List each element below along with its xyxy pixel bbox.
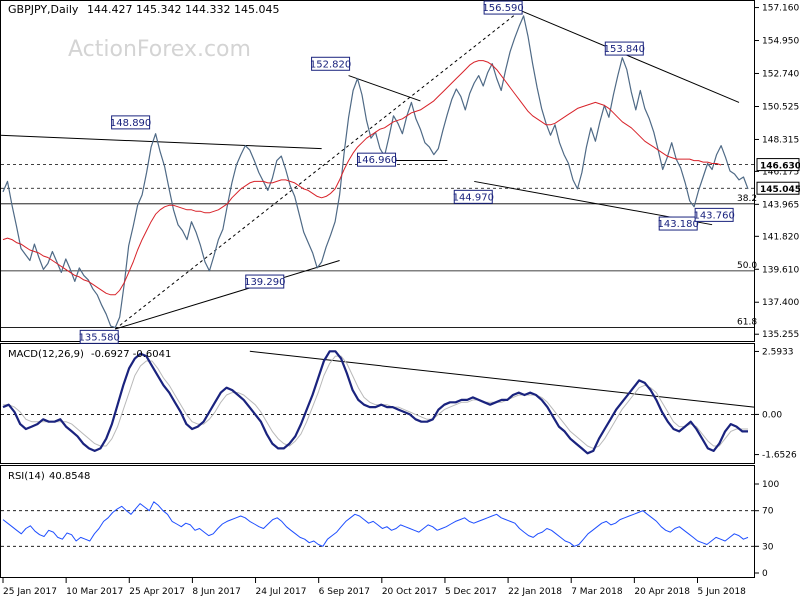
annotation-label-143-760: 143.760 bbox=[693, 210, 734, 221]
rsi-panel-frame bbox=[0, 465, 755, 578]
price-series-line bbox=[2, 15, 749, 329]
price-tick-label: 146.175 bbox=[762, 167, 799, 177]
rsi-tick-label: 100 bbox=[762, 480, 779, 490]
annotation-box bbox=[483, 0, 523, 15]
fib-50-line-label: 50.0 bbox=[737, 261, 757, 271]
rsi-tick-label: 0 bbox=[762, 569, 768, 579]
annotation-box bbox=[79, 329, 119, 344]
fib-618-line-label: 61.8 bbox=[737, 318, 757, 328]
price-tick-label: 157.160 bbox=[762, 4, 799, 14]
watermark: ActionForex.com bbox=[68, 37, 251, 62]
annotation-label-152-820: 152.820 bbox=[310, 59, 351, 70]
axis-layer: 135.255 137.400 139.610 141.820 143.965 146.1… bbox=[2, 4, 800, 597]
price-tick-label: 154.950 bbox=[762, 37, 799, 47]
date-tick-label: 22 Jan 2018 bbox=[508, 587, 562, 597]
annotation-box bbox=[453, 189, 493, 204]
macd-layer bbox=[1, 350, 755, 455]
trendline-rising-support bbox=[115, 259, 340, 330]
macd-tick-label: -1.6526 bbox=[762, 451, 797, 461]
rsi-tick-label: 30 bbox=[762, 542, 774, 552]
chart-symbol: GBPJPY,Daily bbox=[8, 3, 79, 16]
annotation-box bbox=[604, 41, 644, 56]
annotation-box bbox=[311, 56, 351, 71]
price-tick-label: 148.315 bbox=[762, 135, 799, 145]
annotation-box bbox=[245, 274, 285, 289]
price-tick-label: 152.740 bbox=[762, 69, 799, 79]
trendline-converging-top bbox=[348, 75, 421, 102]
date-tick-label: 20 Oct 2017 bbox=[382, 587, 438, 597]
rsi-layer bbox=[1, 501, 754, 547]
annotation-box bbox=[694, 207, 734, 222]
date-tick-label: 20 Apr 2018 bbox=[634, 587, 690, 597]
rsi-tick-label: 70 bbox=[762, 507, 774, 517]
date-tick-label: 6 Sep 2017 bbox=[319, 587, 370, 597]
trendline-dashed-channel bbox=[114, 11, 520, 330]
price-tick-label: 139.610 bbox=[762, 265, 799, 275]
macd-tick-label: 2.5933 bbox=[762, 347, 794, 357]
annotation-box bbox=[658, 216, 698, 231]
price-tag-146630-box bbox=[756, 158, 800, 172]
date-tick-label: 5 Dec 2017 bbox=[445, 587, 497, 597]
macd-trendline bbox=[249, 350, 755, 408]
chart-ohlc: 144.427 145.342 144.332 145.045 bbox=[87, 3, 279, 16]
price-tick-label: 137.400 bbox=[762, 298, 799, 308]
date-tick-label: 5 Jun 2018 bbox=[697, 587, 746, 597]
macd-readout: -0.6927 -0.6041 bbox=[91, 349, 171, 360]
moving-average-line bbox=[2, 60, 722, 296]
annotation-box bbox=[111, 115, 151, 130]
annotation-label-135-580: 135.580 bbox=[79, 332, 120, 343]
date-tick-label: 10 Mar 2017 bbox=[66, 587, 123, 597]
rsi-readout: 40.8548 bbox=[49, 471, 90, 482]
price-tag-146630: 146.630 bbox=[760, 162, 800, 172]
macd-tick-label: 0.00 bbox=[762, 410, 782, 420]
price-tick-label: 135.255 bbox=[762, 330, 799, 340]
annotation-label-153-840: 153.840 bbox=[604, 44, 645, 55]
annotation-label-146-960: 146.960 bbox=[356, 155, 397, 166]
date-tick-label: 25 Apr 2017 bbox=[129, 587, 185, 597]
date-tick-label: 7 Mar 2018 bbox=[571, 587, 623, 597]
price-tick-label: 143.965 bbox=[762, 200, 799, 210]
price-tick-label: 141.820 bbox=[762, 232, 799, 242]
macd-signal-line bbox=[3, 355, 748, 449]
date-tick-label: 8 Jun 2017 bbox=[192, 587, 240, 597]
annotation-label-143-180: 143.180 bbox=[658, 219, 699, 230]
fib-382-line-label: 38.2 bbox=[737, 194, 757, 204]
trendline-falling-resistance bbox=[518, 9, 740, 103]
rsi-title: RSI(14) bbox=[8, 471, 45, 482]
date-tick-label: 24 Jul 2017 bbox=[256, 587, 307, 597]
annotation-label-148-890: 148.890 bbox=[110, 118, 151, 129]
annotation-box bbox=[357, 152, 397, 167]
annotation-label-156-590: 156.590 bbox=[482, 3, 523, 14]
annotation-label-144-970: 144.970 bbox=[453, 192, 494, 203]
date-tick-label: 25 Jan 2017 bbox=[3, 587, 57, 597]
rsi-line bbox=[2, 501, 749, 547]
price-tag-current: 145.045 bbox=[760, 185, 800, 195]
price-tag-current-box bbox=[756, 181, 800, 195]
trendline-top-left bbox=[0, 134, 322, 150]
annotation-label-139-290: 139.290 bbox=[244, 277, 285, 288]
macd-line bbox=[2, 350, 748, 455]
macd-panel-frame bbox=[0, 343, 755, 464]
price-layer: 50.0 61.8 38.2 148.890 135.580 152.820 139.290… bbox=[0, 0, 757, 344]
price-tick-label: 150.525 bbox=[762, 103, 799, 113]
macd-title: MACD(12,26,9) bbox=[8, 349, 84, 360]
